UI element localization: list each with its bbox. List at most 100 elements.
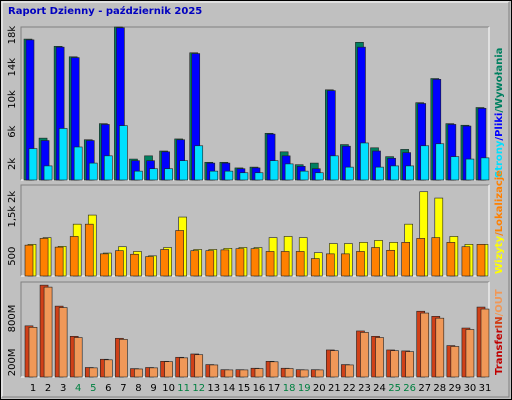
x-tick-label: 8 bbox=[135, 383, 141, 394]
bar bbox=[431, 237, 441, 277]
bar bbox=[104, 155, 113, 181]
bar bbox=[299, 170, 309, 181]
bar bbox=[476, 244, 486, 277]
bar bbox=[254, 368, 264, 378]
bar bbox=[58, 128, 68, 181]
bar bbox=[420, 312, 430, 378]
x-tick-label: 11 bbox=[177, 383, 190, 394]
bar bbox=[390, 165, 399, 181]
bar bbox=[435, 143, 445, 181]
bar bbox=[224, 170, 234, 181]
bar bbox=[310, 258, 320, 277]
bar bbox=[88, 162, 98, 181]
x-tick-label: 2 bbox=[45, 383, 51, 394]
bar bbox=[375, 337, 384, 378]
legend-separator: / bbox=[494, 312, 505, 316]
x-tick-label: 27 bbox=[418, 383, 431, 394]
bar bbox=[115, 250, 124, 277]
bar bbox=[375, 166, 384, 181]
bar bbox=[84, 223, 94, 277]
bar bbox=[73, 337, 83, 378]
bar bbox=[330, 350, 339, 378]
bar bbox=[220, 249, 230, 277]
bar bbox=[209, 170, 219, 181]
x-tick-label: 18 bbox=[283, 383, 296, 394]
legend-entry: Wywołania bbox=[494, 48, 505, 109]
bar bbox=[209, 364, 219, 378]
y-tick-label: 10k bbox=[7, 90, 18, 109]
x-tick-label: 17 bbox=[268, 383, 281, 394]
bar bbox=[269, 160, 279, 181]
x-tick-label: 24 bbox=[373, 383, 386, 394]
bar bbox=[465, 158, 475, 181]
y-tick-label: 800M bbox=[7, 305, 18, 333]
bar bbox=[205, 250, 215, 277]
x-tick-label: 29 bbox=[448, 383, 461, 394]
x-tick-label: 10 bbox=[162, 383, 175, 394]
bar bbox=[43, 165, 53, 181]
bar bbox=[190, 250, 200, 277]
bar bbox=[326, 253, 335, 277]
bar bbox=[239, 369, 249, 378]
bar bbox=[134, 170, 143, 181]
bar bbox=[450, 156, 460, 181]
bar bbox=[356, 251, 365, 277]
bar bbox=[175, 230, 184, 277]
y-tick-label: 6k bbox=[7, 125, 18, 137]
x-tick-label: 1 bbox=[30, 383, 36, 394]
x-tick-label: 7 bbox=[120, 383, 126, 394]
bar bbox=[149, 168, 158, 181]
bar bbox=[145, 256, 154, 277]
bar bbox=[100, 253, 109, 277]
bar bbox=[401, 242, 410, 277]
x-tick-label: 22 bbox=[343, 383, 356, 394]
legend-separator: / bbox=[494, 109, 505, 113]
bar bbox=[284, 368, 294, 378]
bar bbox=[224, 369, 234, 378]
y-tick-label: 2k bbox=[7, 191, 18, 203]
bar bbox=[254, 172, 264, 181]
bar bbox=[465, 329, 475, 378]
bar bbox=[280, 251, 290, 277]
bar bbox=[28, 148, 38, 181]
panel bbox=[21, 27, 489, 180]
panel-bevel bbox=[20, 184, 489, 276]
bar bbox=[435, 317, 445, 378]
panel-bevel bbox=[20, 281, 489, 377]
y-tick-label: 14k bbox=[7, 58, 18, 77]
bar bbox=[314, 369, 324, 378]
x-tick-label: 3 bbox=[60, 383, 66, 394]
bar bbox=[371, 247, 380, 277]
bar bbox=[450, 346, 460, 378]
bar bbox=[73, 146, 83, 181]
x-tick-label: 23 bbox=[358, 383, 371, 394]
legend: TransferIN/OUT bbox=[494, 289, 505, 375]
bar bbox=[119, 339, 128, 378]
bar bbox=[134, 368, 143, 378]
y-tick-label: 18k bbox=[7, 26, 18, 45]
legend-entry: Wizyty bbox=[494, 235, 505, 274]
bar bbox=[54, 246, 64, 277]
y-tick-label: 1,5k bbox=[7, 206, 18, 228]
bar bbox=[39, 238, 49, 277]
legend-entry: Lokalizacje bbox=[494, 170, 505, 232]
legend: Wizyty/Lokalizacje bbox=[494, 170, 505, 274]
bar bbox=[446, 242, 456, 277]
legend-separator: / bbox=[494, 137, 505, 141]
bar bbox=[69, 236, 79, 277]
legend: Strony/Pliki/Wywołania bbox=[494, 48, 505, 178]
x-tick-label: 15 bbox=[238, 383, 251, 394]
bar bbox=[149, 367, 158, 378]
x-tick-label: 5 bbox=[90, 383, 96, 394]
legend-separator: / bbox=[494, 232, 505, 236]
x-tick-label: 12 bbox=[192, 383, 205, 394]
x-tick-label: 31 bbox=[479, 383, 492, 394]
bar bbox=[235, 248, 245, 277]
x-tick-label: 20 bbox=[313, 383, 326, 394]
bar bbox=[345, 364, 354, 378]
y-tick-label: 200M bbox=[7, 349, 18, 377]
panel-bevel bbox=[20, 26, 489, 180]
